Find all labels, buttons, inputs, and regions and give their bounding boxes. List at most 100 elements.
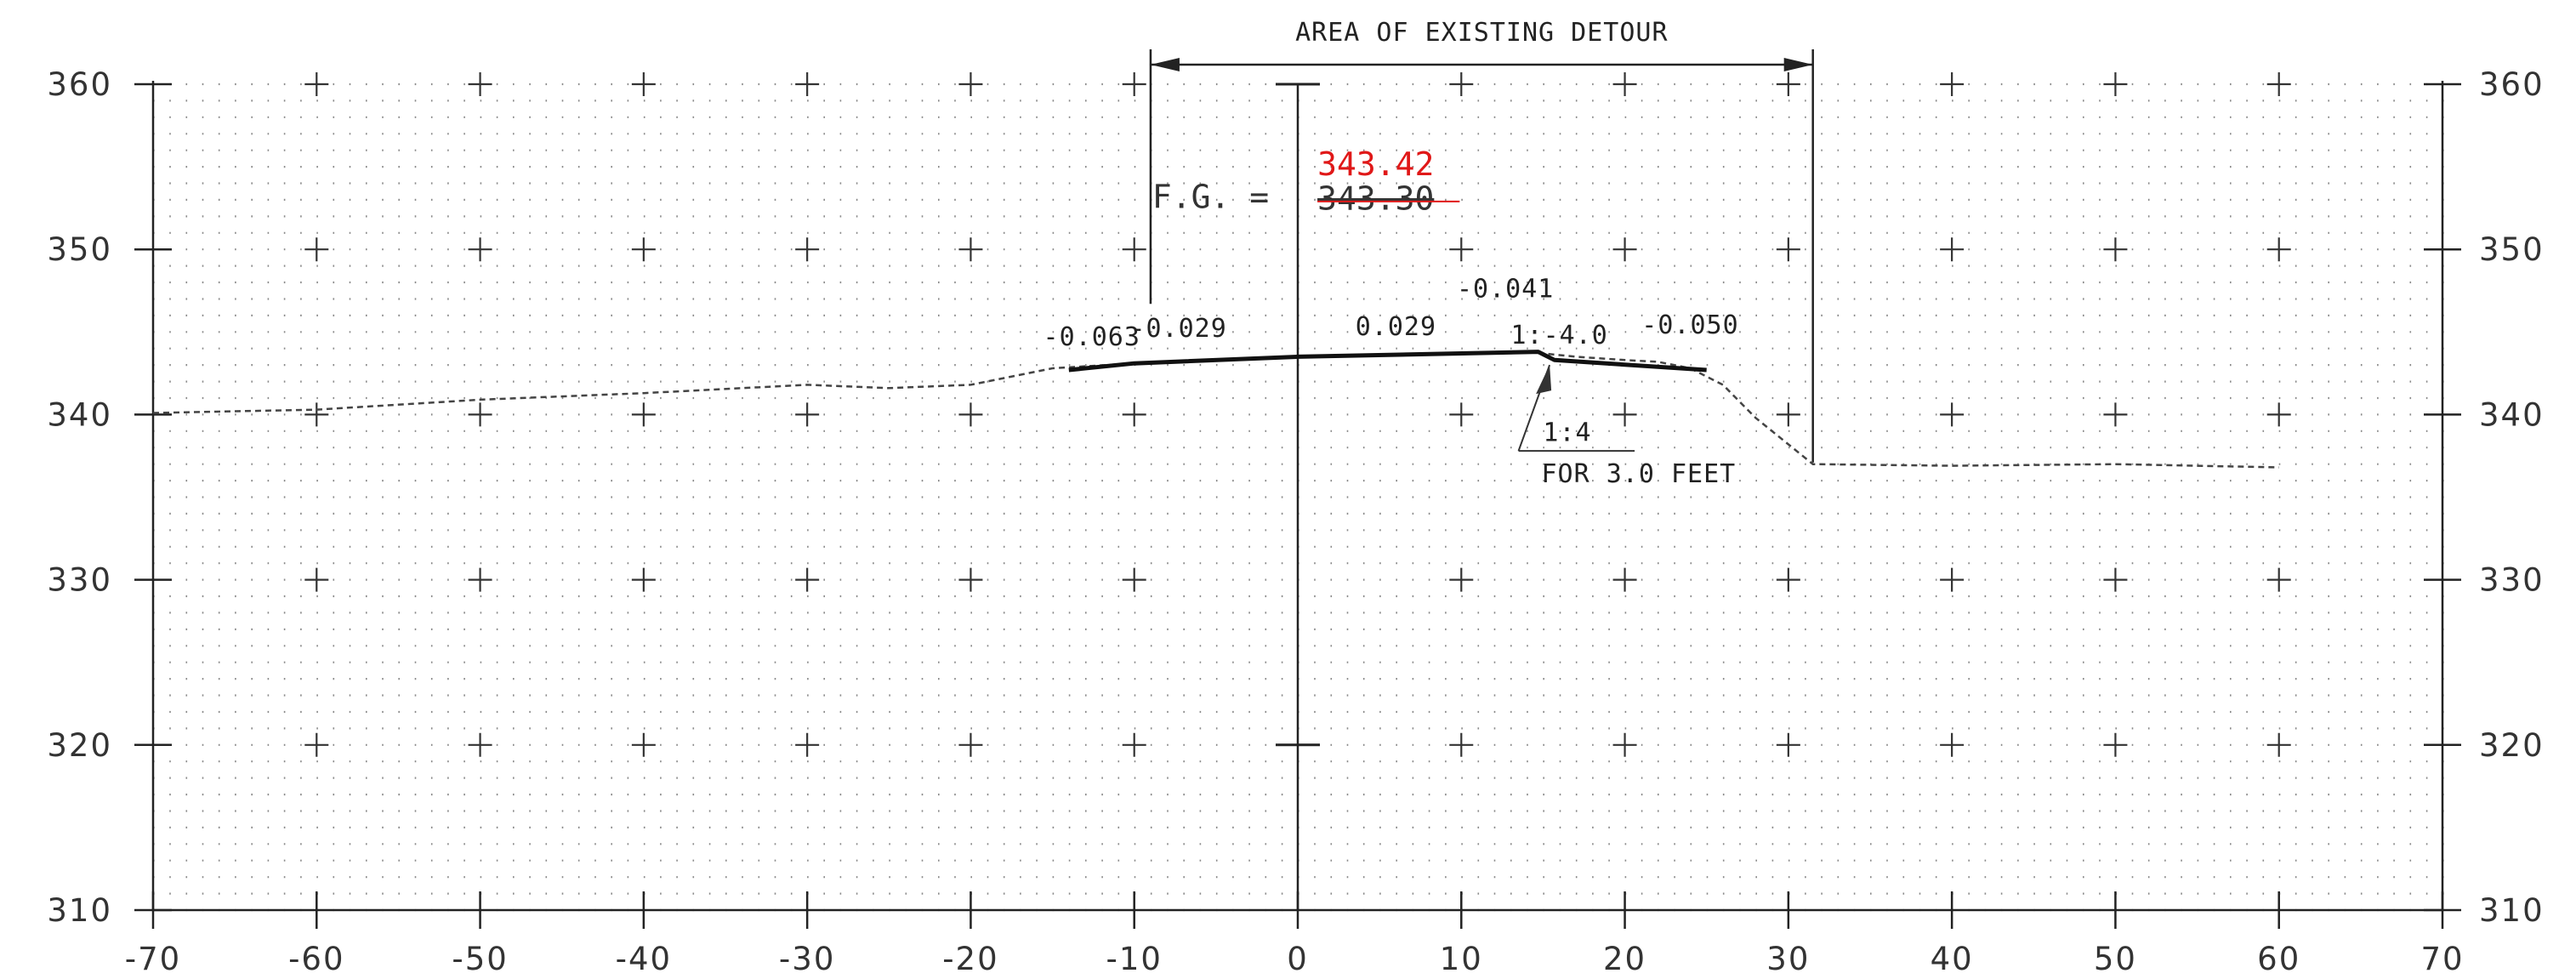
grid-cross — [2266, 732, 2291, 757]
grid-cross — [1449, 402, 1474, 427]
grid-cross — [958, 237, 983, 262]
grid-cross — [2266, 72, 2291, 96]
grid-cross — [468, 402, 492, 427]
grid-cross — [795, 237, 820, 262]
existing-ground-line — [152, 350, 2279, 469]
x-tick-label: -40 — [616, 941, 672, 977]
y-tick-label-right: 310 — [2479, 892, 2545, 929]
x-tick-label: 50 — [2094, 941, 2137, 977]
grid-cross — [2266, 402, 2291, 427]
grid-cross — [631, 237, 656, 262]
grid-cross — [304, 237, 329, 262]
major-grid-crosses — [304, 72, 2291, 757]
y-tick-label-left: 310 — [47, 892, 112, 929]
grid-cross — [468, 237, 492, 262]
grid-cross — [958, 72, 983, 96]
grid-cross — [1122, 567, 1146, 592]
x-tick-label: -50 — [452, 941, 508, 977]
chart-axes — [134, 81, 2461, 929]
y-tick-label-right: 320 — [2479, 727, 2545, 764]
fg-label: F.G. = — [1152, 179, 1269, 216]
y-axis-tick-labels: 310 310 320 320 330 330 340 340 350 350 360 360 — [47, 66, 2545, 929]
grid-cross — [304, 567, 329, 592]
x-tick-label: -20 — [942, 941, 998, 977]
grid-cross — [2103, 567, 2128, 592]
y-tick-label-left: 320 — [47, 727, 112, 764]
grid-cross — [1449, 72, 1474, 96]
grid-cross — [1122, 402, 1146, 427]
x-tick-label: 10 — [1440, 941, 1483, 977]
grid-cross — [1776, 567, 1800, 592]
y-tick-label-right: 350 — [2479, 231, 2545, 268]
x-tick-label: 30 — [1766, 941, 1810, 977]
y-tick-label-left: 350 — [47, 231, 112, 268]
grid-cross — [1612, 567, 1637, 592]
grid-cross — [2266, 237, 2291, 262]
detour-extent — [1149, 49, 1814, 463]
x-tick-label: -10 — [1106, 941, 1162, 977]
grid-cross — [468, 567, 492, 592]
x-tick-label: 20 — [1603, 941, 1646, 977]
grid-cross — [958, 567, 983, 592]
y-tick-label-right: 340 — [2479, 396, 2545, 433]
grid-cross — [631, 72, 656, 96]
grid-cross — [1940, 732, 1965, 757]
grid-cross — [795, 72, 820, 96]
y-tick-label-left: 340 — [47, 396, 112, 433]
taper-length-label: FOR 3.0 FEET — [1542, 459, 1737, 489]
grid-cross — [958, 402, 983, 427]
grid-cross — [1612, 402, 1637, 427]
detour-label: AREA OF EXISTING DETOUR — [1295, 18, 1668, 48]
grid-cross — [2103, 732, 2128, 757]
x-tick-label: -70 — [125, 941, 181, 977]
grid-cross — [1122, 72, 1146, 96]
grid-cross — [1940, 72, 1965, 96]
slope-label-ratio: 1:-4.0 — [1510, 321, 1607, 350]
grid-cross — [1612, 237, 1637, 262]
grid-cross — [1449, 732, 1474, 757]
x-tick-label: 60 — [2257, 941, 2300, 977]
fg-elevation-new: 343.42 — [1317, 145, 1434, 183]
slope-label-shoulder: -0.041 — [1457, 275, 1554, 305]
grid-cross — [2266, 567, 2291, 592]
grid-cross — [795, 732, 820, 757]
x-tick-label: 40 — [1931, 941, 1974, 977]
grid-cross — [2103, 72, 2128, 96]
x-tick-label: -60 — [288, 941, 344, 977]
grid-cross — [1940, 402, 1965, 427]
grid-cross — [1449, 567, 1474, 592]
y-tick-label-left: 360 — [47, 66, 112, 103]
slope-label-left-outer: -0.063 — [1043, 322, 1140, 352]
grid-cross — [1612, 732, 1637, 757]
grid-cross — [2103, 402, 2128, 427]
detour-arrow-right — [1783, 58, 1813, 71]
grid-cross — [795, 402, 820, 427]
detour-arrow-left — [1150, 58, 1180, 71]
x-axis-tick-labels: -70 -60 -50 -40 -30 -20 -10 0 10 20 30 40 50 60 70 — [125, 941, 2464, 977]
grid-cross — [304, 732, 329, 757]
x-tick-label: 70 — [2420, 941, 2464, 977]
grid-cross — [631, 402, 656, 427]
x-tick-label: 0 — [1287, 941, 1309, 977]
slope-label-left-inner: -0.029 — [1129, 314, 1226, 344]
x-tick-label: -30 — [779, 941, 835, 977]
grid-cross — [2103, 237, 2128, 262]
grid-cross — [1776, 402, 1800, 427]
grid-cross — [468, 732, 492, 757]
y-tick-label-right: 330 — [2479, 562, 2545, 599]
grid-cross — [1449, 237, 1474, 262]
grid-cross — [1776, 237, 1800, 262]
grid-cross — [1940, 567, 1965, 592]
slope-label-right-outer: -0.050 — [1641, 310, 1738, 340]
grid-cross — [1776, 72, 1800, 96]
grid-cross — [958, 732, 983, 757]
grid-cross — [1940, 237, 1965, 262]
grid-cross — [304, 72, 329, 96]
y-tick-label-left: 330 — [47, 562, 112, 599]
taper-ratio-label: 1:4 — [1543, 418, 1591, 447]
grid-cross — [631, 732, 656, 757]
grid-cross — [1776, 732, 1800, 757]
fg-elevation-old: 343.30 — [1317, 180, 1434, 218]
grid-cross — [1122, 237, 1146, 262]
